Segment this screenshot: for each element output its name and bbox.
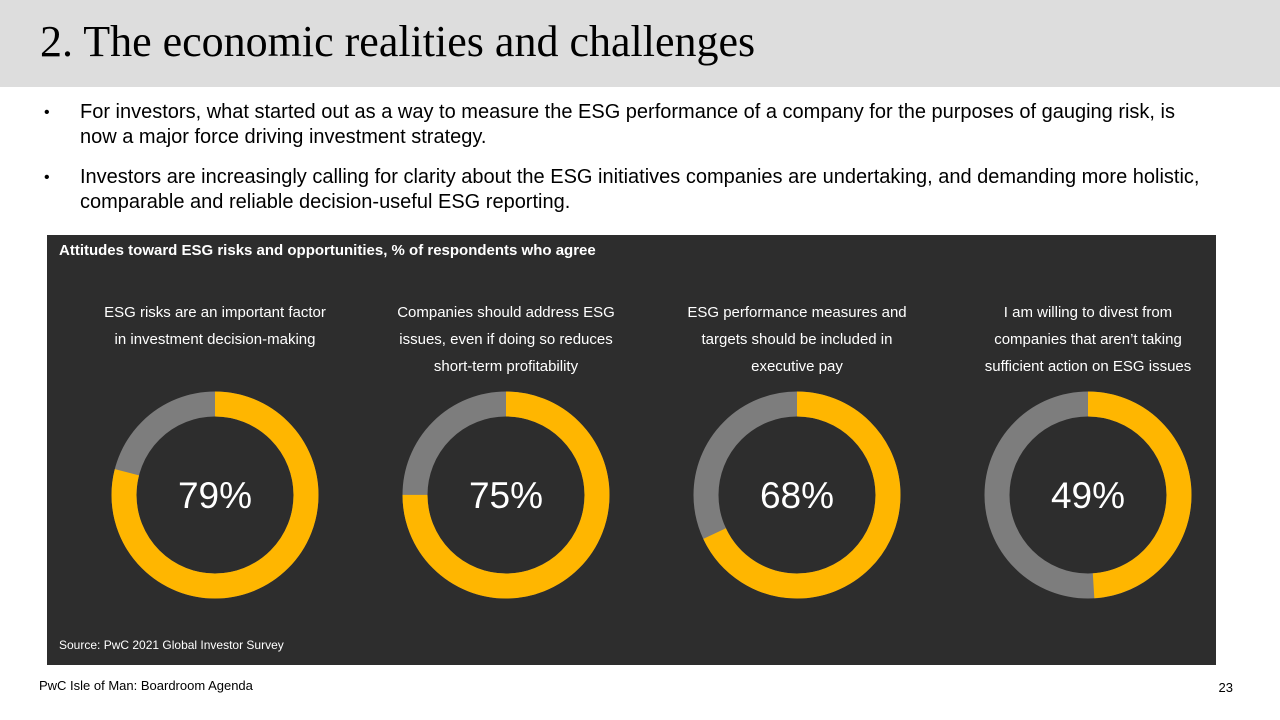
bullet-item: • Investors are increasingly calling for… bbox=[40, 165, 1200, 215]
donut-label: short-term profitability bbox=[434, 358, 579, 375]
bullet-list: • For investors, what started out as a w… bbox=[40, 100, 1200, 230]
bullet-dot: • bbox=[44, 169, 50, 186]
donut-label: Companies should address ESG bbox=[397, 304, 615, 321]
donut-label: issues, even if doing so reduces bbox=[399, 331, 612, 348]
bullet-text: Investors are increasingly calling for c… bbox=[80, 166, 1200, 213]
slide-title: 2. The economic realities and challenges bbox=[40, 17, 756, 66]
donut-value-label: 49% bbox=[1051, 475, 1125, 516]
donut-group: Companies should address ESG issues, even… bbox=[397, 304, 615, 599]
donut-label: companies that aren’t taking bbox=[994, 331, 1182, 348]
bullet-text: For investors, what started out as a way… bbox=[80, 101, 1175, 148]
donut-label: executive pay bbox=[751, 358, 843, 375]
title-bar: 2. The economic realities and challenges bbox=[0, 0, 1280, 87]
donut-agree-arc bbox=[111, 391, 319, 599]
donut-label: in investment decision-making bbox=[115, 331, 316, 348]
donut-value-label: 75% bbox=[469, 475, 543, 516]
donut-label: targets should be included in bbox=[702, 331, 893, 348]
footer-text: PwC Isle of Man: Boardroom Agenda bbox=[39, 678, 253, 693]
donut-agree-arc bbox=[984, 391, 1192, 599]
chart-panel: Attitudes toward ESG risks and opportuni… bbox=[47, 235, 1216, 665]
chart-source: Source: PwC 2021 Global Investor Survey bbox=[59, 638, 284, 652]
donut-charts: ESG risks are an important factor in inve… bbox=[104, 304, 1192, 599]
donut-value-label: 79% bbox=[178, 475, 252, 516]
chart-title: Attitudes toward ESG risks and opportuni… bbox=[59, 242, 596, 259]
donut-agree-arc bbox=[402, 391, 610, 599]
donut-agree-arc bbox=[693, 391, 901, 599]
donut-label: ESG risks are an important factor bbox=[104, 304, 326, 321]
donut-group: I am willing to divest from companies tha… bbox=[984, 304, 1192, 599]
donut-label: sufficient action on ESG issues bbox=[985, 358, 1192, 375]
donut-value-label: 68% bbox=[760, 475, 834, 516]
donut-label: I am willing to divest from bbox=[1004, 304, 1172, 321]
bullet-item: • For investors, what started out as a w… bbox=[40, 100, 1200, 150]
donut-group: ESG performance measures and targets shou… bbox=[687, 304, 907, 599]
bullet-dot: • bbox=[44, 104, 50, 121]
page-number: 23 bbox=[1218, 680, 1233, 695]
donut-group: ESG risks are an important factor in inve… bbox=[104, 304, 326, 599]
donut-label: ESG performance measures and bbox=[687, 304, 906, 321]
